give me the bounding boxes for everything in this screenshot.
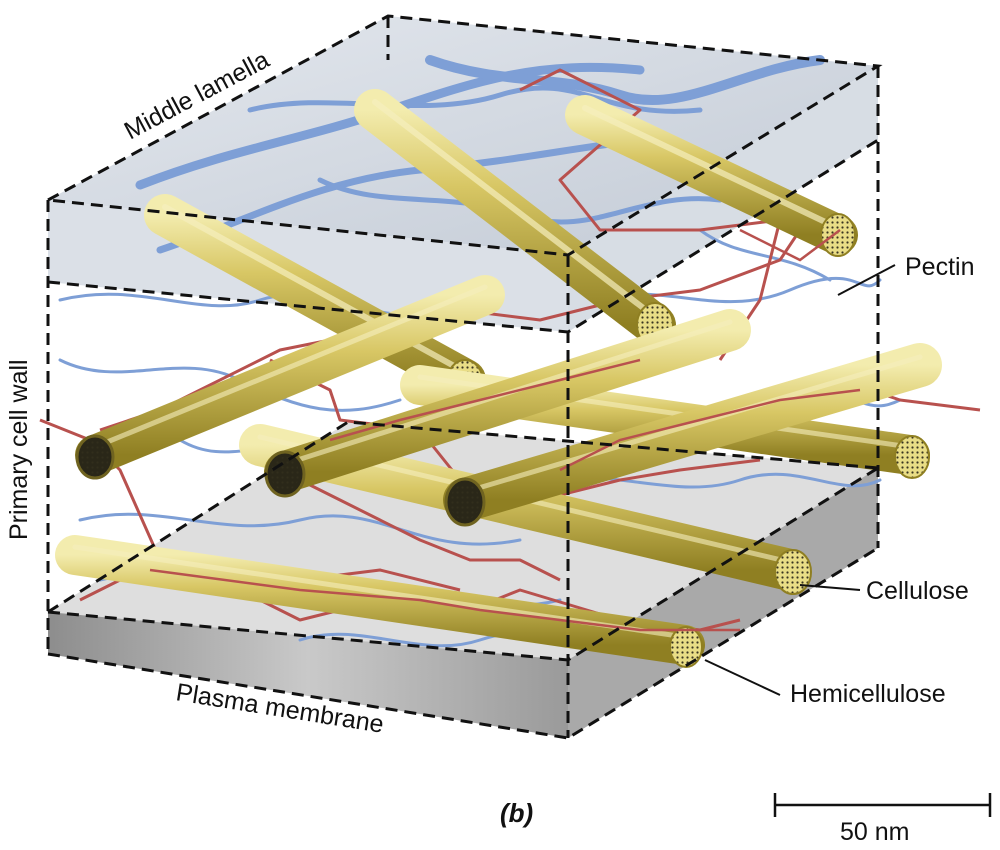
- cellulose-microfibrils: [55, 89, 942, 668]
- panel-label: (b): [500, 798, 533, 828]
- scale-bar-label: 50 nm: [840, 818, 909, 846]
- cellulose-rod: [443, 343, 942, 527]
- scale-bar: [773, 793, 992, 817]
- hemicellulose-on-rods: [149, 228, 861, 632]
- wall-box-outline: [46, 14, 883, 740]
- hemicellulose-leader: [704, 659, 781, 696]
- cellulose-leader: [799, 584, 861, 591]
- pectin-leader: [837, 264, 896, 296]
- pectin-label: Pectin: [905, 253, 974, 281]
- cellulose-label: Cellulose: [866, 577, 969, 605]
- primary-cell-wall-label: Primary cell wall: [5, 359, 33, 540]
- cellulose-rod: [75, 275, 505, 480]
- hemicellulose-label: Hemicellulose: [790, 680, 946, 708]
- leader-lines: [704, 264, 896, 696]
